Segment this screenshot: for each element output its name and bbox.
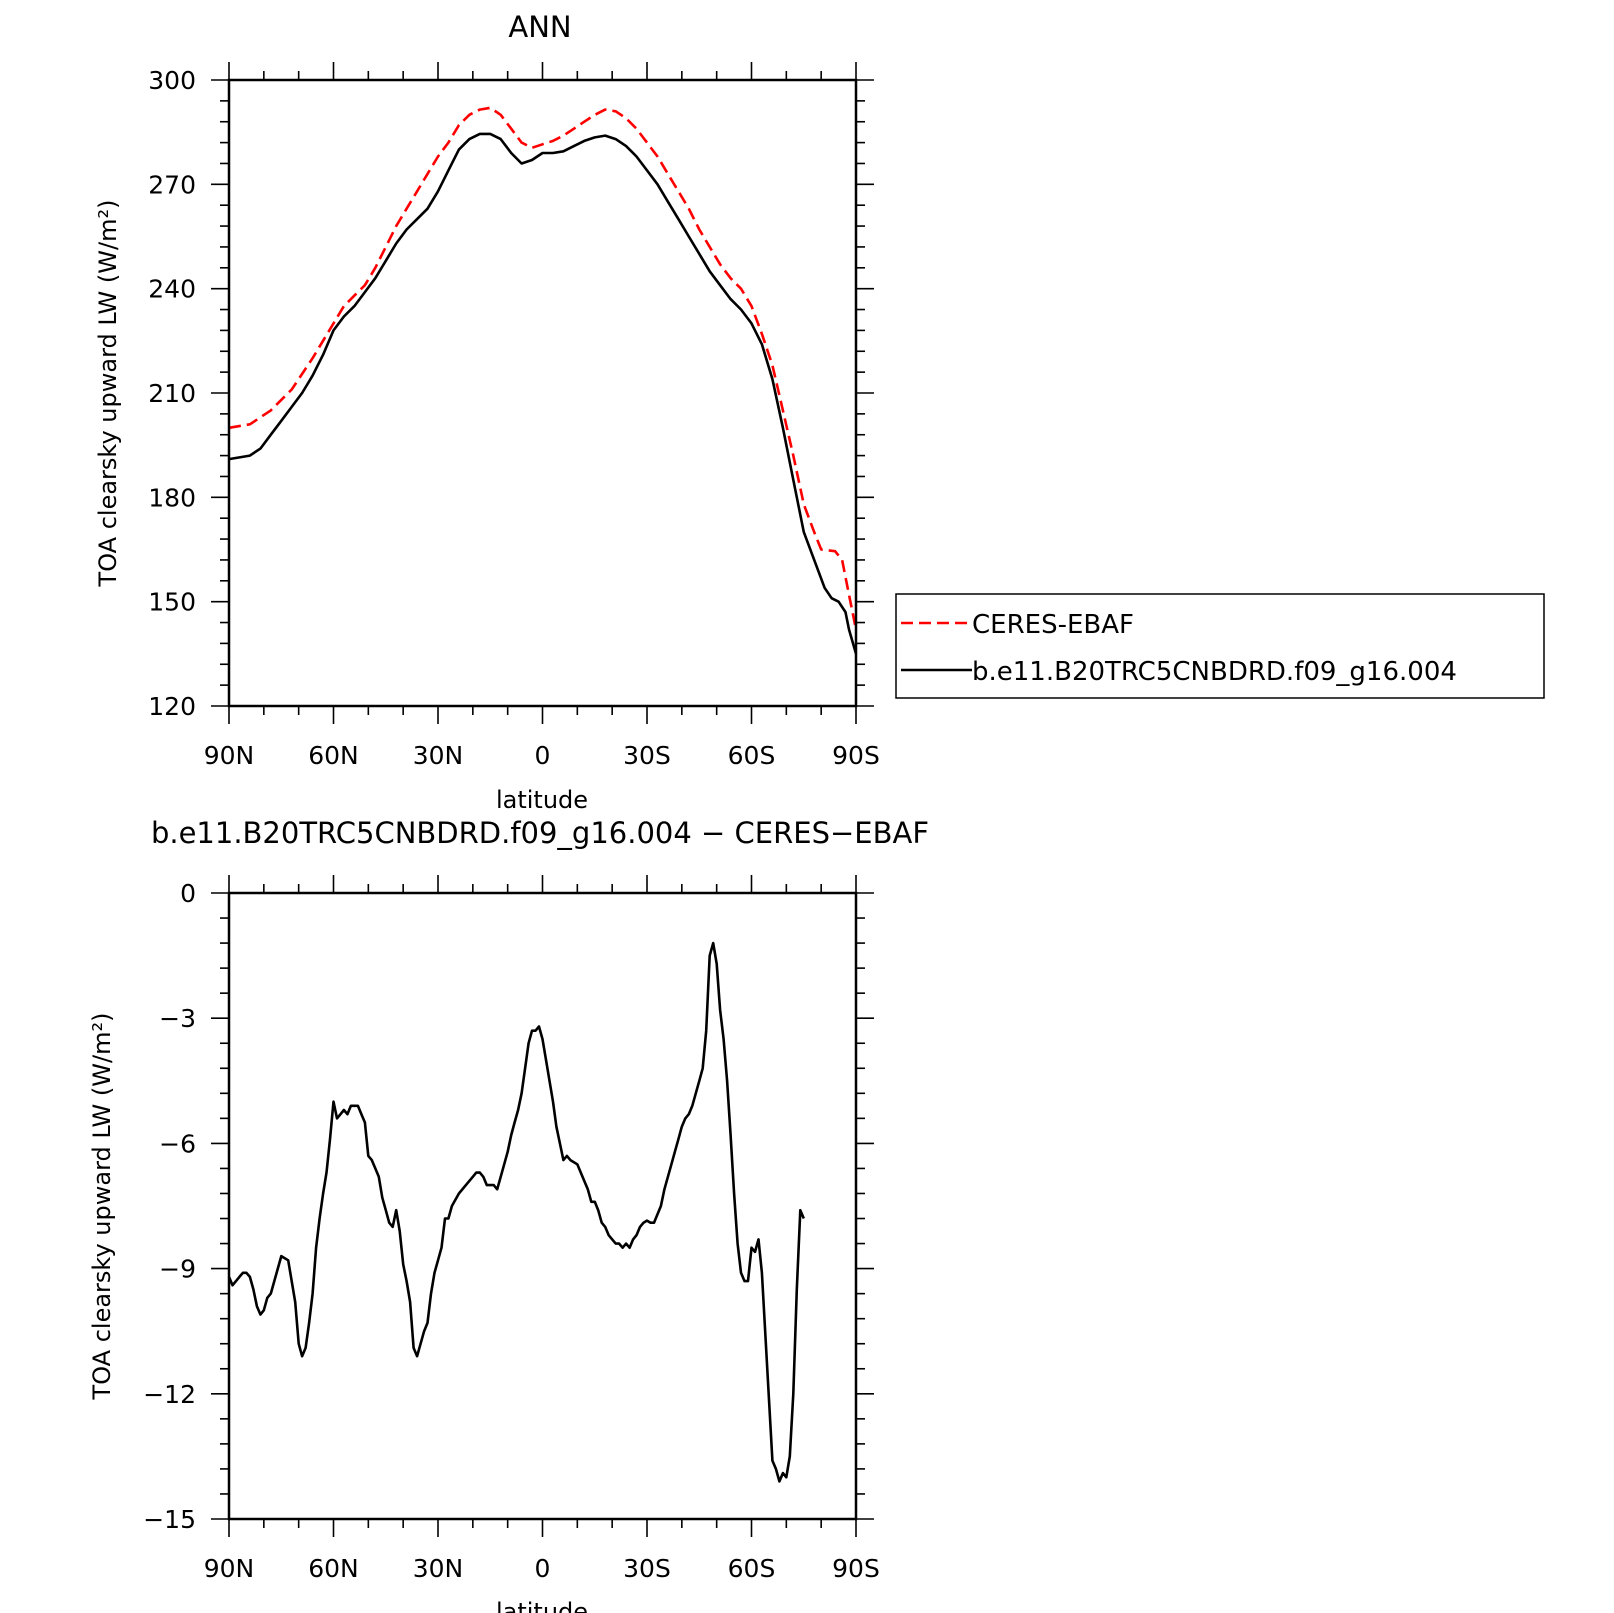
top-series-line-1 (228, 132, 858, 655)
y-tick-label: 270 (148, 170, 196, 199)
x-tick-label: 60N (308, 1554, 359, 1583)
legend-box (895, 593, 1545, 699)
top-y-axis-label: TOA clearsky upward LW (W/m²) (94, 200, 122, 588)
y-tick-label: 300 (148, 66, 196, 95)
y-tick-label: 0 (180, 879, 196, 908)
x-tick-label: 0 (535, 741, 551, 770)
top-series-line-0 (228, 106, 858, 630)
x-tick-label: 60S (728, 1554, 776, 1583)
bottom-y-ticks: −15 −12 −9 −6 −3 0 (143, 879, 874, 1534)
x-tick-label: 0 (535, 1554, 551, 1583)
y-tick-label: 240 (148, 275, 196, 304)
y-tick-label: −15 (143, 1505, 196, 1534)
y-tick-label: 210 (148, 379, 196, 408)
y-tick-label: 120 (148, 692, 196, 721)
top-plot-frame (227, 78, 858, 708)
top-x-axis-label: latitude (496, 786, 588, 814)
y-tick-label: −3 (159, 1004, 196, 1033)
x-tick-label: 30N (413, 741, 464, 770)
x-tick-label: 60N (308, 741, 359, 770)
bottom-x-ticks: 90N 60N 30N 0 30S 60S 90S (204, 875, 880, 1583)
legend: CERES-EBAF b.e11.B20TRC5CNBDRD.f09_g16.0… (895, 593, 1545, 699)
top-x-ticks: 90N 60N 30N 0 30S 60S 90S (204, 62, 880, 770)
x-tick-label: 90N (204, 741, 255, 770)
x-tick-label: 90S (832, 1554, 880, 1583)
top-series-group (228, 106, 858, 655)
bottom-panel-title: b.e11.B20TRC5CNBDRD.f09_g16.004 − CERES−… (151, 816, 929, 850)
y-tick-label: −6 (159, 1129, 196, 1158)
bottom-plot-frame (227, 891, 858, 1521)
top-y-ticks: 120 150 180 210 240 270 300 (148, 66, 874, 721)
legend-label-model: b.e11.B20TRC5CNBDRD.f09_g16.004 (972, 657, 1457, 687)
x-tick-label: 30S (623, 1554, 671, 1583)
legend-label-ceres: CERES-EBAF (972, 610, 1134, 640)
bottom-x-axis-label: latitude (496, 1598, 588, 1613)
x-tick-label: 90S (832, 741, 880, 770)
x-tick-label: 30N (413, 1554, 464, 1583)
x-tick-label: 30S (623, 741, 671, 770)
bottom-series-line-0 (227, 941, 805, 1483)
top-panel: ANN 120 150 180 210 240 270 300 90N 60N 30N 0 30S 6… (94, 10, 1545, 814)
y-tick-label: 150 (148, 588, 196, 617)
top-panel-title: ANN (508, 10, 571, 44)
bottom-series-group (227, 941, 805, 1483)
bottom-panel: b.e11.B20TRC5CNBDRD.f09_g16.004 − CERES−… (88, 816, 929, 1613)
y-tick-label: 180 (148, 483, 196, 512)
x-tick-label: 90N (204, 1554, 255, 1583)
y-tick-label: −12 (143, 1380, 196, 1409)
y-tick-label: −9 (159, 1255, 196, 1284)
bottom-y-axis-label: TOA clearsky upward LW (W/m²) (88, 1013, 116, 1401)
x-tick-label: 60S (728, 741, 776, 770)
